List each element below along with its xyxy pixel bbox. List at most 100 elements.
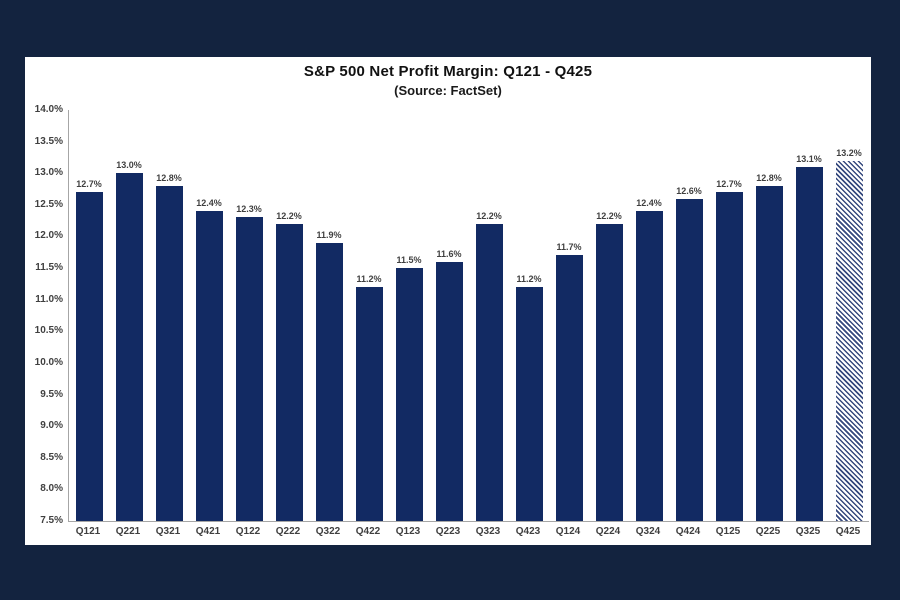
- bar-q222: [275, 224, 303, 521]
- bar-column-q122: 12.3%: [229, 204, 269, 521]
- bar-q423: [515, 287, 543, 521]
- y-tick-label: 12.5%: [34, 198, 63, 210]
- bar-value-label: 12.8%: [756, 173, 782, 183]
- x-tick-label-q322: Q322: [315, 526, 341, 537]
- bar-value-label: 13.0%: [116, 160, 142, 170]
- bar-value-label: 11.2%: [516, 274, 542, 284]
- bar-column-q324: 12.4%: [629, 198, 669, 521]
- x-tick-label-q424: Q424: [675, 526, 701, 537]
- bar-column-q322: 11.9%: [309, 230, 349, 521]
- bar-q424: [675, 199, 703, 521]
- bar-column-q325: 13.1%: [789, 154, 829, 521]
- bar-q321: [155, 186, 183, 521]
- x-tick-label-q323: Q323: [475, 526, 501, 537]
- plot-area: 12.7% 13.0% 12.8% 12.4% 12.3% 12.2% 11.9% 11.2%…: [68, 110, 869, 522]
- y-tick-label: 8.5%: [40, 451, 63, 463]
- x-tick-label-q223: Q223: [435, 526, 461, 537]
- bar-q422: [355, 287, 383, 521]
- bar-column-q323: 12.2%: [469, 211, 509, 521]
- bar-column-q424: 12.6%: [669, 186, 709, 521]
- bar-column-q422: 11.2%: [349, 274, 389, 521]
- bar-value-label: 13.1%: [796, 154, 822, 164]
- x-tick-label-q423: Q423: [515, 526, 541, 537]
- bar-value-label: 11.6%: [436, 249, 462, 259]
- bar-column-q125: 12.7%: [709, 179, 749, 521]
- y-tick-label: 13.0%: [34, 167, 63, 179]
- y-tick-label: 11.0%: [35, 293, 63, 305]
- bar-value-label: 12.2%: [276, 211, 302, 221]
- x-tick-label-q221: Q221: [115, 526, 141, 537]
- bar-column-q221: 13.0%: [109, 160, 149, 521]
- bar-column-q222: 12.2%: [269, 211, 309, 521]
- chart-subtitle: (Source: FactSet): [394, 83, 502, 98]
- y-tick-label: 8.0%: [40, 483, 63, 495]
- bar-value-label: 12.4%: [196, 198, 222, 208]
- bar-column-q425: 13.2%: [829, 148, 869, 521]
- x-tick-label-q325: Q325: [795, 526, 821, 537]
- x-tick-label-q224: Q224: [595, 526, 621, 537]
- bar-q324: [635, 211, 663, 521]
- x-tick-label-q425: Q425: [835, 526, 861, 537]
- x-tick-label-q222: Q222: [275, 526, 301, 537]
- bar-value-label: 12.7%: [716, 179, 742, 189]
- bar-q322: [315, 243, 343, 521]
- bar-q325: [795, 167, 823, 521]
- x-tick-label-q123: Q123: [395, 526, 421, 537]
- bar-value-label: 11.7%: [556, 242, 582, 252]
- x-tick-label-q121: Q121: [75, 526, 101, 537]
- bar-q123: [395, 268, 423, 521]
- y-tick-label: 9.0%: [40, 420, 63, 432]
- bar-column-q123: 11.5%: [389, 255, 429, 521]
- bar-column-q121: 12.7%: [69, 179, 109, 521]
- bar-q125: [715, 192, 743, 521]
- x-tick-label-q324: Q324: [635, 526, 661, 537]
- bar-q223: [435, 262, 463, 521]
- bar-q221: [115, 173, 143, 521]
- bar-value-label: 12.7%: [76, 179, 102, 189]
- bar-q124: [555, 255, 583, 521]
- bar-value-label: 12.4%: [636, 198, 662, 208]
- bar-q323: [475, 224, 503, 521]
- y-tick-label: 10.5%: [34, 325, 63, 337]
- bar-value-label: 12.6%: [676, 186, 702, 196]
- bar-value-label: 12.3%: [236, 204, 262, 214]
- bar-column-q423: 11.2%: [509, 274, 549, 521]
- y-tick-label: 14.0%: [34, 104, 63, 115]
- x-tick-label-q421: Q421: [195, 526, 221, 537]
- chart-panel: S&P 500 Net Profit Margin: Q121 - Q425 (…: [25, 57, 871, 545]
- bar-column-q124: 11.7%: [549, 242, 589, 521]
- chart-title: S&P 500 Net Profit Margin: Q121 - Q425: [303, 63, 593, 80]
- bar-q224: [595, 224, 623, 521]
- bar-column-q321: 12.8%: [149, 173, 189, 521]
- y-tick-label: 9.5%: [40, 388, 63, 400]
- bar-value-label: 11.9%: [316, 230, 342, 240]
- bar-q121: [75, 192, 103, 521]
- x-axis: Q121 Q221 Q321 Q421 Q122 Q222 Q322 Q422 Q123 Q223…: [68, 526, 868, 537]
- estimate-bar-q425: [835, 161, 863, 521]
- y-axis: 14.0% 13.5% 13.0% 12.5% 12.0% 11.5% 11.0% 10.5%…: [25, 104, 63, 526]
- bar-value-label: 12.2%: [596, 211, 622, 221]
- x-tick-label-q422: Q422: [355, 526, 381, 537]
- bar-q225: [755, 186, 783, 521]
- bar-value-label: 12.8%: [156, 173, 182, 183]
- y-tick-label: 7.5%: [40, 515, 63, 526]
- bar-value-label: 11.5%: [396, 255, 422, 265]
- bar-column-q225: 12.8%: [749, 173, 789, 521]
- bar-q421: [195, 211, 223, 521]
- bar-column-q421: 12.4%: [189, 198, 229, 521]
- bar-value-label: 12.2%: [476, 211, 502, 221]
- y-tick-label: 12.0%: [34, 230, 63, 242]
- y-tick-label: 10.0%: [34, 356, 63, 368]
- y-tick-label: 13.5%: [34, 135, 63, 147]
- x-tick-label-q122: Q122: [235, 526, 261, 537]
- y-tick-label: 11.5%: [35, 262, 63, 274]
- x-tick-label-q124: Q124: [555, 526, 581, 537]
- x-tick-label-q125: Q125: [715, 526, 741, 537]
- bar-value-label: 11.2%: [356, 274, 382, 284]
- bar-q122: [235, 217, 263, 521]
- x-tick-label-q225: Q225: [755, 526, 781, 537]
- bar-column-q224: 12.2%: [589, 211, 629, 521]
- bar-value-label: 13.2%: [836, 148, 862, 158]
- bar-column-q223: 11.6%: [429, 249, 469, 521]
